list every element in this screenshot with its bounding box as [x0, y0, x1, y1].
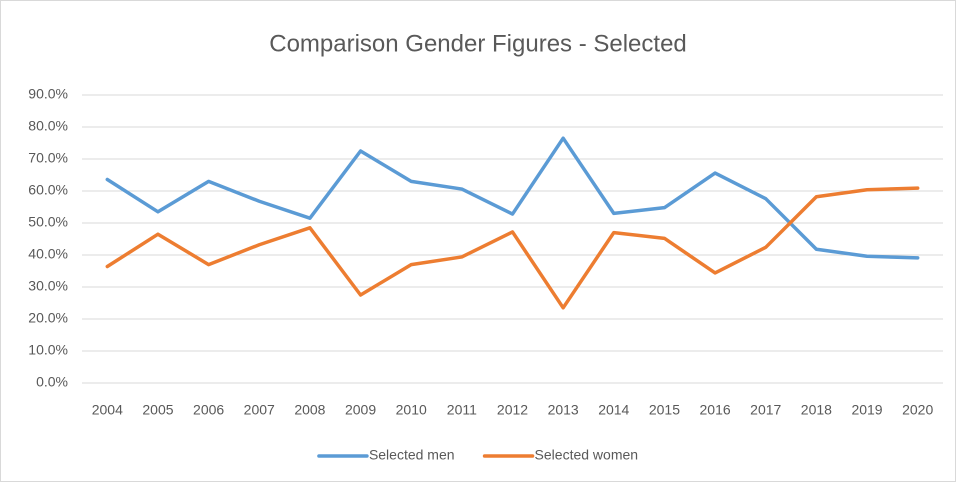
- x-tick-label: 2011: [447, 402, 477, 418]
- x-tick-label: 2008: [294, 402, 325, 418]
- y-tick-label: 20.0%: [28, 310, 68, 326]
- x-tick-label: 2018: [801, 402, 832, 418]
- y-tick-label: 0.0%: [36, 374, 68, 390]
- y-tick-label: 70.0%: [28, 150, 68, 166]
- x-tick-label: 2014: [598, 402, 629, 418]
- y-tick-label: 10.0%: [28, 342, 68, 358]
- x-tick-label: 2009: [345, 402, 376, 418]
- y-tick-label: 60.0%: [28, 182, 68, 198]
- x-tick-label: 2013: [548, 402, 579, 418]
- y-tick-label: 40.0%: [28, 246, 68, 262]
- x-tick-label: 2020: [902, 402, 933, 418]
- x-tick-label: 2019: [851, 402, 882, 418]
- y-tick-label: 30.0%: [28, 278, 68, 294]
- x-tick-label: 2010: [396, 402, 427, 418]
- x-tick-label: 2017: [750, 402, 781, 418]
- y-tick-label: 90.0%: [28, 86, 68, 102]
- chart-title: Comparison Gender Figures - Selected: [269, 30, 687, 57]
- y-tick-label: 50.0%: [28, 214, 68, 230]
- legend-label: Selected women: [535, 447, 639, 463]
- series-line: [105, 136, 920, 260]
- x-tick-label: 2015: [649, 402, 680, 418]
- x-tick-label: 2005: [142, 402, 173, 418]
- x-tick-label: 2012: [497, 402, 528, 418]
- x-tick-label: 2007: [244, 402, 275, 418]
- series-line: [105, 186, 920, 310]
- y-tick-label: 80.0%: [28, 118, 68, 134]
- legend-label: Selected men: [369, 447, 455, 463]
- x-tick-label: 2004: [92, 402, 123, 418]
- x-tick-label: 2016: [700, 402, 731, 418]
- x-tick-label: 2006: [193, 402, 224, 418]
